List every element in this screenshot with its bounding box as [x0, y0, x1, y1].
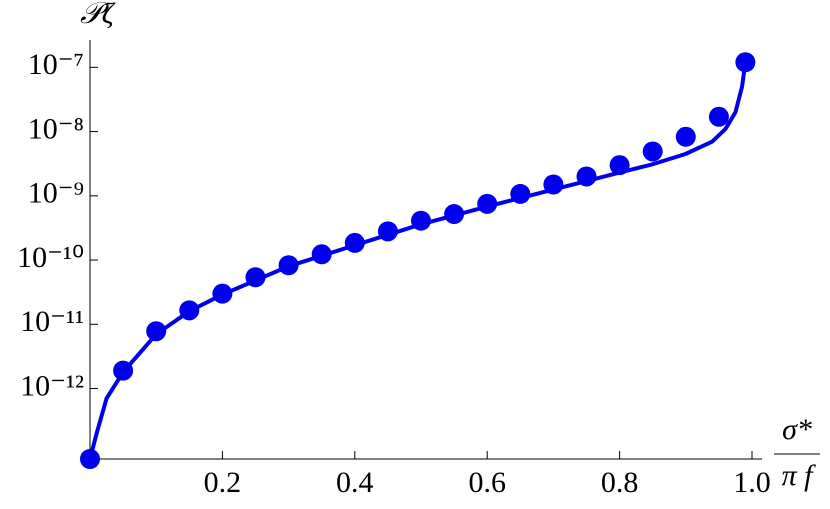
- point: [311, 244, 332, 265]
- point: [477, 193, 498, 214]
- point: [708, 106, 729, 127]
- y-tick-label: 10⁻⁸: [28, 112, 84, 145]
- point: [278, 255, 299, 276]
- point: [80, 449, 100, 469]
- point: [735, 52, 756, 73]
- y-tick-label: 10⁻⁷: [28, 48, 84, 81]
- x-tick-label: 0.8: [601, 466, 639, 499]
- point: [245, 267, 266, 288]
- x-axis-label-denominator: π f: [782, 459, 817, 492]
- point: [344, 232, 365, 253]
- y-axis-label: 𝒫ζ: [80, 0, 116, 30]
- point: [642, 141, 663, 162]
- point: [543, 174, 564, 195]
- point: [113, 360, 134, 381]
- point: [146, 321, 167, 342]
- x-tick-label: 0.6: [468, 466, 506, 499]
- y-tick-label: 10⁻¹⁰: [17, 241, 84, 274]
- y-tick-label: 10⁻⁹: [28, 177, 84, 210]
- point: [576, 166, 597, 187]
- point: [411, 210, 431, 231]
- x-tick-label: 1.0: [733, 466, 771, 499]
- point: [444, 204, 465, 225]
- point: [675, 126, 696, 147]
- x-tick-label: 0.4: [336, 466, 374, 499]
- point: [377, 221, 398, 242]
- y-tick-label: 10⁻¹²: [20, 369, 84, 402]
- point: [609, 155, 630, 176]
- point: [510, 183, 531, 204]
- point: [212, 283, 233, 304]
- point: [179, 300, 200, 321]
- x-axis-label-numerator: σ*: [782, 413, 812, 446]
- x-tick-label: 0.2: [204, 466, 242, 499]
- y-tick-label: 10⁻¹¹: [20, 305, 84, 338]
- curve: [88, 61, 748, 460]
